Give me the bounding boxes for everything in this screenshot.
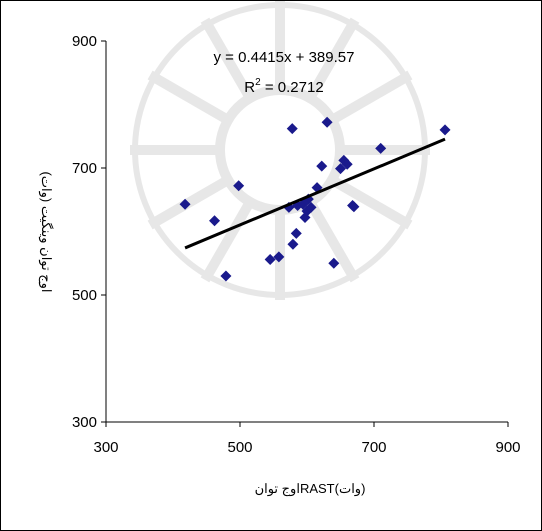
data-point (179, 198, 191, 210)
r-squared-exponent: 2 (255, 77, 261, 88)
watermark-ring (132, 2, 428, 298)
y-axis-title: اوج توان وینگیت (وات) (38, 171, 54, 292)
watermark-ray (325, 173, 413, 230)
data-point (316, 160, 328, 172)
data-point (439, 124, 451, 136)
data-point (321, 116, 333, 128)
data-point (290, 227, 302, 239)
x-axis-title: (وات)RASTاوج توان (255, 481, 366, 497)
data-point (286, 123, 298, 135)
data-point (341, 158, 353, 170)
tick-labels: 300 500 700 900 300 500 700 900 (72, 33, 521, 456)
data-point (335, 163, 346, 175)
x-tick-label: 700 (361, 439, 386, 456)
trendline-equation: y = 0.4415x + 389.57 (214, 49, 355, 66)
data-point (209, 215, 221, 227)
data-point (375, 142, 387, 154)
y-tick-label: 700 (72, 160, 97, 177)
watermark-ring (215, 85, 345, 215)
watermark-seal (130, 0, 430, 300)
watermark-ray (200, 195, 257, 283)
trendline (184, 137, 446, 250)
watermark-ray (147, 70, 235, 127)
watermark-ray (325, 70, 413, 127)
data-point (233, 180, 245, 192)
r-squared-value: = 0.2712 (261, 79, 324, 96)
data-point (328, 257, 340, 269)
data-point (348, 201, 360, 213)
data-points (179, 116, 451, 282)
data-point (287, 238, 299, 250)
axis-ticks (101, 40, 509, 427)
data-point (264, 253, 276, 265)
r-squared-label: R2 = 0.2712 (244, 77, 323, 96)
watermark-ray (200, 17, 257, 105)
data-point (220, 270, 232, 282)
watermark-ray (147, 173, 235, 230)
x-tick-label: 500 (227, 439, 252, 456)
y-tick-label: 500 (72, 287, 97, 304)
data-point (305, 201, 317, 213)
watermark-ray (303, 17, 360, 105)
y-tick-label: 300 (72, 414, 97, 431)
r-squared-prefix: R (244, 79, 255, 96)
y-tick-label: 900 (72, 33, 97, 50)
watermark-ray (303, 195, 360, 283)
data-point (273, 251, 285, 263)
x-tick-label: 900 (495, 439, 520, 456)
x-tick-label: 300 (93, 439, 118, 456)
